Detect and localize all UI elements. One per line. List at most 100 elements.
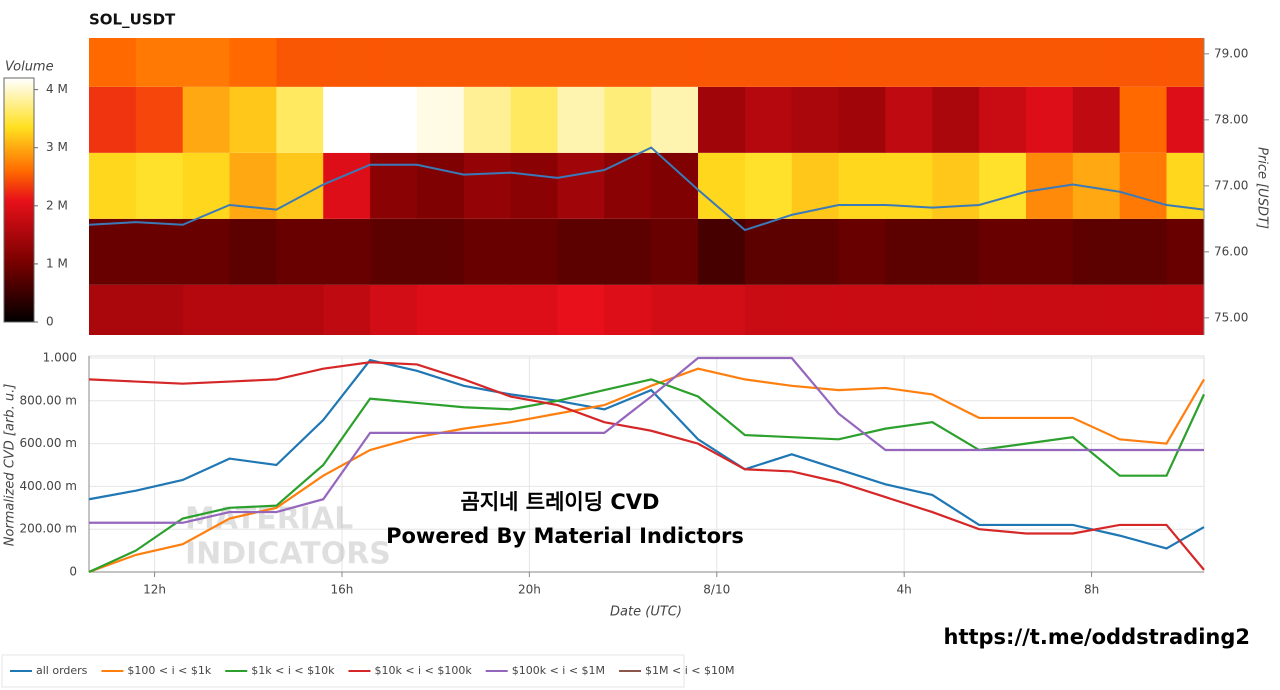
colorbar-step — [4, 286, 34, 289]
heat-cell — [1072, 218, 1121, 285]
heat-cell — [885, 218, 933, 285]
colorbar-step — [4, 124, 34, 127]
colorbar-step — [4, 234, 34, 237]
y-tick-label: 76.00 — [1214, 244, 1248, 258]
heat-cell — [1025, 86, 1074, 153]
colorbar-tick-label: 4 M — [46, 82, 68, 96]
heat-cell — [135, 86, 184, 153]
heat-cell — [89, 284, 137, 335]
heat-cell — [229, 38, 277, 87]
heat-cell — [416, 284, 465, 335]
colorbar-step — [4, 102, 34, 105]
heat-cell — [182, 152, 231, 219]
colorbar-step — [4, 160, 34, 163]
heat-cell — [416, 38, 465, 87]
colorbar-step — [4, 230, 34, 233]
heat-cell — [323, 86, 371, 153]
heat-cell — [791, 86, 840, 153]
colorbar-step — [4, 222, 34, 225]
y-axis-label: Price [USDT] — [1255, 147, 1270, 229]
colorbar-step — [4, 266, 34, 269]
colorbar-step — [4, 104, 34, 107]
colorbar-step — [4, 146, 34, 149]
colorbar-step — [4, 212, 34, 215]
heat-cell — [838, 284, 886, 335]
heat-cell — [463, 284, 512, 335]
colorbar-frame — [3, 77, 35, 323]
colorbar-step — [4, 228, 34, 231]
colorbar-step — [4, 164, 34, 167]
heat-cell — [604, 284, 652, 335]
series-line — [88, 378, 1205, 574]
heat-cell — [1025, 284, 1074, 335]
legend-label: $100 < i < $1k — [127, 664, 211, 677]
heat-cell — [932, 152, 980, 219]
colorbar-step — [4, 292, 34, 295]
series-line — [89, 356, 1204, 524]
colorbar-step — [4, 262, 34, 265]
colorbar-step — [4, 122, 34, 125]
colorbar-step — [4, 310, 34, 313]
x-tick-label: 8/10 — [703, 583, 730, 597]
heat-cell — [323, 284, 371, 335]
colorbar-step — [4, 114, 34, 117]
series-line — [88, 361, 1205, 571]
colorbar-step — [4, 200, 34, 203]
heat-cell — [604, 152, 652, 219]
heat-cell — [276, 86, 324, 153]
y-tick-label: 79.00 — [1214, 46, 1248, 60]
heat-cell — [1025, 38, 1074, 87]
colorbar-step — [4, 236, 34, 239]
heat-cell — [885, 86, 933, 153]
heat-cell — [1119, 284, 1168, 335]
heat-cell — [932, 218, 980, 285]
heat-cell — [1119, 38, 1168, 87]
colorbar-tick-label: 2 M — [46, 198, 68, 212]
heat-cell — [229, 86, 277, 153]
heat-cell — [370, 38, 418, 87]
heat-cell — [229, 284, 277, 335]
heat-cell — [276, 38, 324, 87]
heat-cell — [838, 38, 886, 87]
colorbar-step — [4, 182, 34, 185]
heat-cell — [182, 284, 231, 335]
colorbar-step — [4, 86, 34, 89]
colorbar-step — [4, 176, 34, 179]
colorbar-step — [4, 128, 34, 131]
price-line — [89, 146, 1204, 232]
heat-cell — [323, 152, 371, 219]
heat-cell — [838, 152, 886, 219]
y-tick-label: 1.000 — [43, 351, 77, 365]
heat-cell — [276, 218, 324, 285]
heat-cell — [463, 218, 512, 285]
heat-cell — [604, 218, 652, 285]
colorbar-step — [4, 150, 34, 153]
heat-cell — [463, 152, 512, 219]
heat-cell — [651, 284, 699, 335]
colorbar-step — [4, 84, 34, 87]
colorbar-step — [4, 210, 34, 213]
heat-cell — [979, 218, 1027, 285]
heat-cell — [885, 38, 933, 87]
colorbar-step — [4, 252, 34, 255]
colorbar-tick-label: 3 M — [46, 140, 68, 154]
heat-cell — [744, 218, 793, 285]
colorbar-step — [4, 166, 34, 169]
colorbar-step — [4, 112, 34, 115]
heat-cell — [182, 86, 231, 153]
colorbar-step — [4, 188, 34, 191]
colorbar-step — [4, 108, 34, 111]
colorbar-step — [4, 218, 34, 221]
colorbar-step — [4, 226, 34, 229]
heat-cell — [651, 38, 699, 87]
colorbar-step — [4, 298, 34, 301]
colorbar-step — [4, 184, 34, 187]
heat-cell — [370, 218, 418, 285]
colorbar-step — [4, 270, 34, 273]
colorbar-step — [4, 268, 34, 271]
heat-cell — [557, 152, 605, 219]
heat-cell — [651, 152, 699, 219]
heat-cell — [698, 284, 746, 335]
heat-cell — [182, 218, 231, 285]
